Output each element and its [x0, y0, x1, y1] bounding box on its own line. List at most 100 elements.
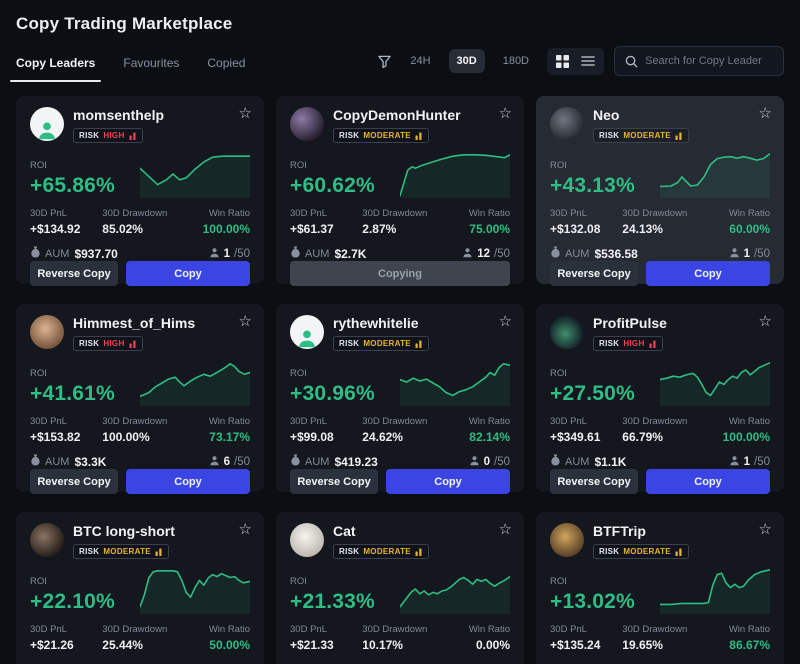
reverse-copy-button[interactable]: Reverse Copy: [550, 261, 638, 286]
copy-button[interactable]: Copy: [386, 469, 510, 494]
roi-row: ROI +30.96%: [290, 358, 510, 406]
card-header: BTFTrip RISK MODERATE: [550, 523, 770, 559]
filter-icon[interactable]: [377, 54, 392, 69]
risk-badge: RISK MODERATE: [333, 544, 429, 559]
timeframe-30d[interactable]: 30D: [448, 49, 485, 73]
roi-value: +65.86%: [30, 174, 115, 197]
favourite-star-icon[interactable]: ☆: [238, 521, 252, 538]
copying-button[interactable]: Copying: [290, 261, 510, 286]
search-box[interactable]: [614, 46, 784, 76]
risk-badge: RISK MODERATE: [333, 128, 429, 143]
trader-card[interactable]: ☆ Cat RISK MODERATE ROI +21.33%: [276, 512, 524, 664]
win-ratio-label: Win Ratio: [728, 624, 770, 635]
aum-label: AUM: [565, 247, 590, 260]
trader-card[interactable]: ☆ BTFTrip RISK MODERATE ROI +13.02%: [536, 512, 784, 664]
drawdown-label: 30D Drawdown: [102, 208, 168, 219]
copy-button[interactable]: Copy: [126, 469, 250, 494]
tab-copy-leaders[interactable]: Copy Leaders: [9, 56, 102, 82]
avatar: [550, 523, 584, 557]
card-actions: Reverse Copy Copy Copying: [30, 261, 250, 286]
card-actions: Reverse Copy Copy Copying: [290, 469, 510, 494]
view-toggle: [547, 47, 604, 75]
aum-value: $937.70: [74, 246, 118, 261]
favourite-star-icon[interactable]: ☆: [498, 521, 512, 538]
card-actions: Reverse Copy Copy Copying: [30, 469, 250, 494]
toolbar: Copy Leaders Favourites Copied 24H 30D 1…: [9, 46, 784, 82]
win-ratio-stat: Win Ratio 0.00%: [447, 624, 510, 652]
copiers-max: /50: [494, 455, 510, 468]
copy-button[interactable]: Copy: [646, 469, 770, 494]
favourite-star-icon[interactable]: ☆: [758, 521, 772, 538]
card-header: BTC long-short RISK MODERATE: [30, 523, 250, 559]
risk-meter-icon: [155, 548, 163, 556]
trader-card[interactable]: ☆ rythewhitelie RISK MODERATE ROI +30.96…: [276, 304, 524, 494]
copiers-person-icon: [469, 455, 480, 469]
aum-value: $1.1K: [594, 454, 627, 469]
roi-value: +30.96%: [290, 382, 375, 405]
risk-badge: RISK MODERATE: [593, 128, 689, 143]
drawdown-label: 30D Drawdown: [622, 624, 688, 635]
roi-label: ROI: [30, 368, 47, 379]
risk-level: HIGH: [103, 339, 125, 348]
trader-card[interactable]: ☆ Himmest_of_Hims RISK HIGH ROI +41.61%: [16, 304, 264, 494]
risk-meter-icon: [129, 340, 137, 348]
trader-card[interactable]: ☆ BTC long-short RISK MODERATE ROI +22.1…: [16, 512, 264, 664]
card-actions: Reverse Copy Copy Copying: [550, 261, 770, 286]
aum-label: AUM: [45, 247, 70, 260]
favourite-star-icon[interactable]: ☆: [758, 313, 772, 330]
trader-card[interactable]: ☆ ProfitPulse RISK HIGH ROI +27.50%: [536, 304, 784, 494]
favourite-star-icon[interactable]: ☆: [498, 105, 512, 122]
risk-level: MODERATE: [623, 131, 671, 140]
copy-button[interactable]: Copy: [646, 261, 770, 286]
aum-value: $2.7K: [334, 246, 367, 261]
list-view-icon[interactable]: [581, 55, 595, 67]
win-ratio-stat: Win Ratio 75.00%: [447, 208, 510, 236]
trader-card[interactable]: ☆ momsenthelp RISK HIGH ROI +65.86%: [16, 96, 264, 286]
trader-card[interactable]: ☆ Neo RISK MODERATE ROI +43.13%: [536, 96, 784, 286]
win-ratio-label: Win Ratio: [468, 208, 510, 219]
reverse-copy-button[interactable]: Reverse Copy: [30, 261, 118, 286]
risk-meter-icon: [415, 132, 423, 140]
timeframe-180d[interactable]: 180D: [502, 55, 529, 67]
stats-row: 30D PnL +$21.26 30D Drawdown 25.44% Win …: [30, 624, 250, 652]
pnl-stat: 30D PnL +$21.33: [290, 624, 362, 652]
pnl-label: 30D PnL: [550, 208, 587, 219]
timeframe-24h[interactable]: 24H: [410, 55, 431, 67]
trader-card[interactable]: ☆ CopyDemonHunter RISK MODERATE ROI +60.…: [276, 96, 524, 286]
tab-favourites[interactable]: Favourites: [123, 56, 180, 70]
favourite-star-icon[interactable]: ☆: [238, 313, 252, 330]
favourite-star-icon[interactable]: ☆: [498, 313, 512, 330]
win-ratio-stat: Win Ratio 82.14%: [447, 416, 510, 444]
search-input[interactable]: [645, 55, 773, 67]
drawdown-value: 24.13%: [622, 222, 663, 236]
drawdown-label: 30D Drawdown: [362, 208, 428, 219]
favourite-star-icon[interactable]: ☆: [758, 105, 772, 122]
drawdown-value: 85.02%: [102, 222, 143, 236]
copiers-current: 12: [477, 247, 490, 260]
stats-row: 30D PnL +$135.24 30D Drawdown 19.65% Win…: [550, 624, 770, 652]
drawdown-label: 30D Drawdown: [622, 208, 688, 219]
aum-label: AUM: [305, 455, 330, 468]
risk-badge: RISK HIGH: [73, 128, 143, 143]
reverse-copy-button[interactable]: Reverse Copy: [30, 469, 118, 494]
pnl-stat: 30D PnL +$134.92: [30, 208, 102, 236]
copy-button[interactable]: Copy: [126, 261, 250, 286]
copiers-max: /50: [754, 455, 770, 468]
win-ratio-value: 100.00%: [202, 222, 250, 236]
roi-row: ROI +21.33%: [290, 566, 510, 614]
risk-badge: RISK MODERATE: [333, 336, 429, 351]
card-footer: AUM $419.23 0/50: [290, 454, 510, 469]
grid-view-icon[interactable]: [556, 54, 569, 68]
card-header: Himmest_of_Hims RISK HIGH: [30, 315, 250, 351]
reverse-copy-button[interactable]: Reverse Copy: [550, 469, 638, 494]
performance-sparkline: [140, 363, 250, 406]
tab-copied[interactable]: Copied: [207, 56, 246, 70]
win-ratio-stat: Win Ratio 73.17%: [187, 416, 250, 444]
copiers-current: 6: [223, 455, 230, 468]
avatar: [290, 523, 324, 557]
drawdown-stat: 30D Drawdown 19.65%: [622, 624, 707, 652]
favourite-star-icon[interactable]: ☆: [238, 105, 252, 122]
reverse-copy-button[interactable]: Reverse Copy: [290, 469, 378, 494]
risk-badge: RISK MODERATE: [73, 544, 169, 559]
drawdown-label: 30D Drawdown: [622, 416, 688, 427]
